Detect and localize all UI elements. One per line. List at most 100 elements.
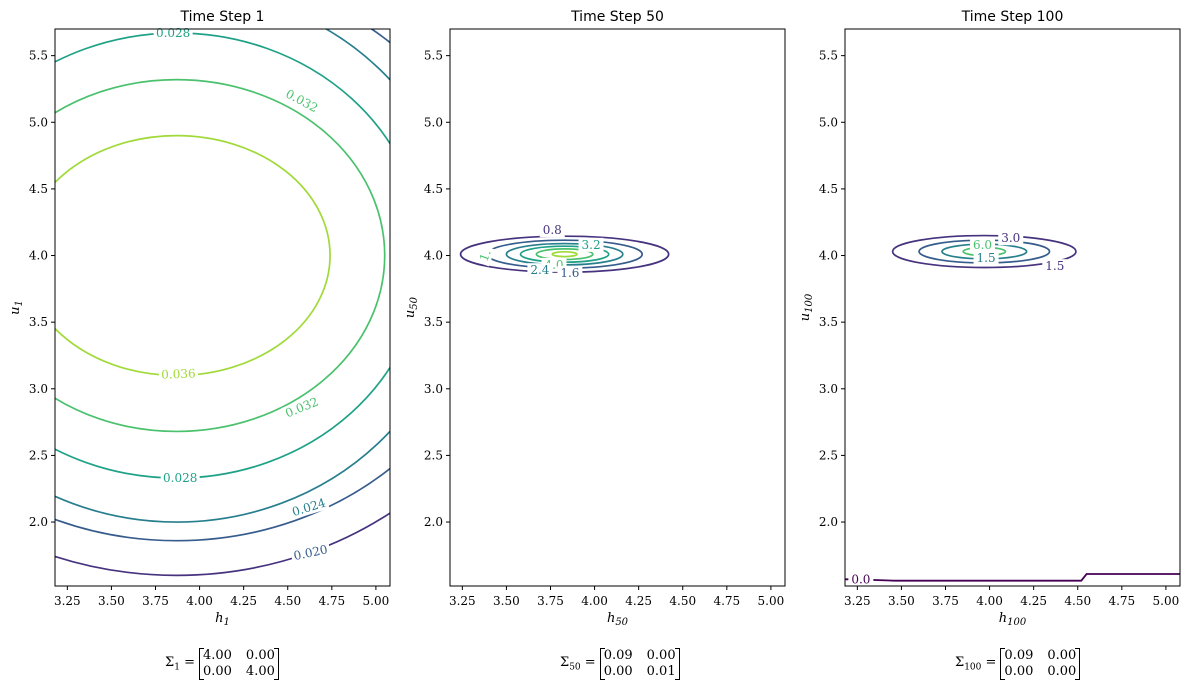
x-axis-label: h1 — [215, 611, 230, 628]
y-tick-label: 2.5 — [819, 448, 838, 462]
contour-lines — [845, 234, 1180, 582]
x-tick-label: 4.00 — [976, 594, 1003, 608]
y-tick-label: 5.0 — [424, 115, 443, 129]
contour-label: 1.5 — [973, 251, 999, 266]
y-tick-label: 3.0 — [819, 382, 838, 396]
contour-level-0.024 — [55, 29, 390, 523]
svg-text:1.5: 1.5 — [1045, 259, 1064, 273]
y-axis-label: u1 — [8, 300, 25, 315]
y-tick-label: 5.5 — [819, 49, 838, 63]
svg-text:2.4: 2.4 — [530, 263, 549, 277]
x-tick-label: 3.25 — [844, 594, 871, 608]
contour-label: 1. — [475, 244, 495, 267]
contour-label: 0.028 — [160, 471, 200, 486]
x-tick-label: 5.00 — [363, 594, 390, 608]
y-tick-label: 4.5 — [424, 182, 443, 196]
svg-text:3.0: 3.0 — [1001, 231, 1020, 245]
y-tick-label: 4.0 — [424, 249, 443, 263]
panel-title: Time Step 100 — [961, 9, 1064, 25]
covariance-matrix: 0.09 0.00 0.00 0.01 — [599, 648, 680, 680]
contour-label: 0.0 — [848, 572, 874, 587]
contour-label: 0.036 — [158, 366, 199, 382]
contour-label: 0.8 — [539, 223, 565, 238]
contour-level-0.02 — [55, 29, 390, 542]
y-tick-label: 3.5 — [819, 315, 838, 329]
contour-label: 2.4 — [527, 263, 553, 278]
covariance-matrix: 4.00 0.00 0.00 4.00 — [198, 648, 279, 680]
axes-frame — [844, 28, 1181, 587]
x-tick-label: 4.00 — [581, 594, 608, 608]
svg-text:0.8: 0.8 — [543, 223, 562, 237]
x-tick-label: 4.75 — [1108, 594, 1135, 608]
x-tick-label: 4.00 — [186, 594, 213, 608]
panel-title: Time Step 50 — [570, 9, 664, 25]
svg-text:0.0: 0.0 — [851, 572, 870, 586]
svg-text:0.032: 0.032 — [283, 395, 320, 421]
y-tick-label: 4.0 — [29, 249, 48, 263]
y-tick-label: 3.5 — [29, 315, 48, 329]
svg-text:0.028: 0.028 — [163, 471, 197, 485]
y-tick-label: 3.5 — [424, 315, 443, 329]
y-tick-label: 2.0 — [424, 515, 443, 529]
y-tick-label: 4.0 — [819, 249, 838, 263]
contour-label: 0.032 — [281, 393, 323, 422]
y-tick-label: 5.0 — [819, 115, 838, 129]
contour-label: 0.020 — [290, 541, 332, 564]
contour-label: 6.0 — [970, 237, 996, 252]
x-tick-label: 4.25 — [625, 594, 652, 608]
x-tick-label: 3.75 — [142, 594, 169, 608]
y-tick-label: 2.5 — [29, 448, 48, 462]
svg-text:0.028: 0.028 — [156, 26, 190, 40]
y-tick-label: 5.5 — [29, 49, 48, 63]
x-tick-label: 3.25 — [449, 594, 476, 608]
contour-level-1.5 — [891, 234, 1077, 269]
covariance-matrix: 0.09 0.00 0.00 0.00 — [1000, 648, 1081, 680]
y-axis-label: u50 — [403, 296, 420, 318]
y-tick-label: 2.0 — [29, 515, 48, 529]
x-tick-label: 3.75 — [932, 594, 959, 608]
svg-text:0.036: 0.036 — [161, 367, 196, 382]
y-axis-label: u100 — [798, 293, 815, 321]
sigma-caption-step-50: Σ50 = 0.09 0.00 0.00 0.01 — [560, 648, 680, 680]
x-tick-label: 4.50 — [669, 594, 696, 608]
x-axis-label: h100 — [999, 611, 1027, 628]
contour-level-4.8 — [551, 250, 578, 258]
sigma-caption-step-100: Σ100 = 0.09 0.00 0.00 0.00 — [955, 648, 1081, 680]
x-tick-label: 3.50 — [888, 594, 915, 608]
contour-level-0.028 — [55, 32, 390, 479]
x-tick-label: 4.50 — [1064, 594, 1091, 608]
svg-text:1.6: 1.6 — [560, 266, 579, 280]
contour-label: 3.2 — [578, 237, 604, 252]
y-tick-label: 4.5 — [29, 182, 48, 196]
x-tick-label: 4.75 — [318, 594, 345, 608]
y-tick-label: 2.0 — [819, 515, 838, 529]
y-tick-label: 2.5 — [424, 448, 443, 462]
svg-text:0.032: 0.032 — [283, 87, 320, 115]
sigma-caption-step-1: Σ1 = 4.00 0.00 0.00 4.00 — [165, 648, 279, 680]
svg-text:6.0: 6.0 — [973, 238, 992, 252]
contour-level-0.036 — [55, 134, 331, 377]
sigma-symbol: Σ100 = — [955, 655, 997, 673]
panel-2: Time Step 50 0.8 3.2 1. 4.0 2.4 1.6 3.25 3.50 3.7… — [403, 9, 786, 628]
x-tick-label: 3.50 — [98, 594, 125, 608]
svg-text:3.2: 3.2 — [582, 238, 601, 252]
svg-text:1.5: 1.5 — [977, 251, 996, 265]
x-axis-label: h50 — [607, 611, 629, 628]
y-tick-label: 3.0 — [29, 382, 48, 396]
contour-label: 3.0 — [998, 231, 1024, 246]
panel-1: Time Step 10.0280.0320.0360.0320.0280.02… — [8, 9, 391, 628]
panel-title: Time Step 1 — [180, 9, 265, 25]
y-tick-label: 4.5 — [819, 182, 838, 196]
x-tick-label: 4.25 — [1020, 594, 1047, 608]
contour-label: 0.028 — [153, 25, 193, 40]
y-tick-label: 5.5 — [424, 49, 443, 63]
contour-level-zero — [845, 573, 1180, 582]
axes-frame — [449, 28, 786, 587]
x-tick-label: 5.00 — [758, 594, 785, 608]
x-tick-label: 5.00 — [1153, 594, 1180, 608]
contour-level-0.032 — [55, 78, 386, 433]
svg-text:1.: 1. — [477, 248, 494, 264]
x-tick-label: 4.75 — [713, 594, 740, 608]
axes-frame — [54, 28, 391, 587]
